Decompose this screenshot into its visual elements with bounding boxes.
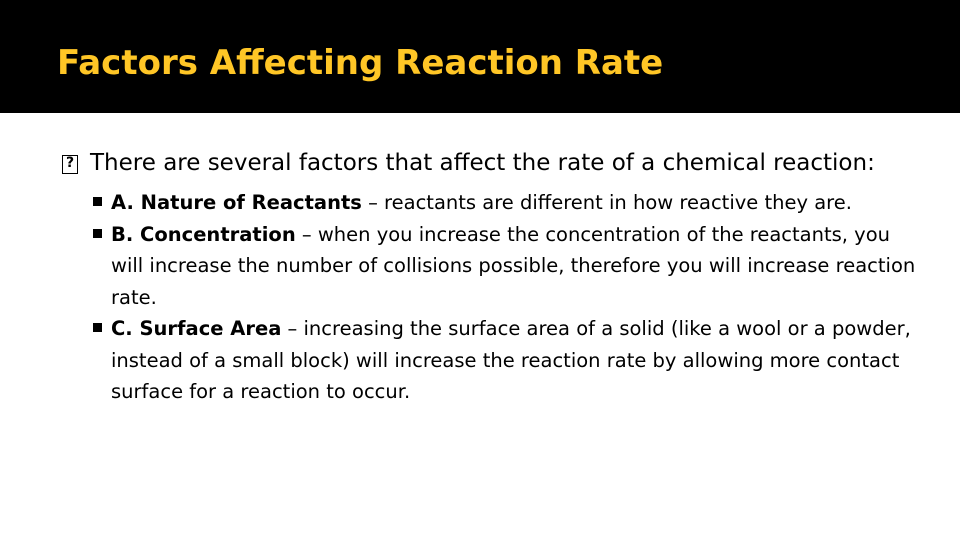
slide-content: There are several factors that affect th…	[60, 147, 920, 408]
square-bullet-icon	[93, 228, 102, 238]
square-bullet-icon	[93, 323, 102, 332]
factor-term: B. Concentration	[111, 222, 296, 246]
factor-description: – reactants are different in how reactiv…	[361, 191, 852, 214]
factor-description: – when you increase the concentration of…	[111, 222, 916, 309]
square-bullet-icon	[93, 197, 102, 206]
factor-item-concentration: B. Concentration – when you increase the…	[60, 219, 920, 314]
factor-item-surface-area: C. Surface Area – increasing the surface…	[60, 313, 920, 408]
main-bullet-text: There are several factors that affect th…	[90, 150, 875, 176]
factor-list: A. Nature of Reactants – reactants are d…	[60, 187, 920, 408]
slide-title: Factors Affecting Reaction Rate	[57, 43, 664, 83]
main-bullet: There are several factors that affect th…	[60, 147, 920, 180]
factor-description: – increasing the surface area of a solid…	[111, 317, 911, 403]
title-bar: Factors Affecting Reaction Rate	[0, 0, 960, 113]
factor-term: C. Surface Area	[111, 317, 282, 340]
factor-item-nature: A. Nature of Reactants – reactants are d…	[60, 187, 920, 219]
factor-term: A. Nature of Reactants	[111, 191, 362, 214]
missing-glyph-icon	[62, 153, 78, 174]
